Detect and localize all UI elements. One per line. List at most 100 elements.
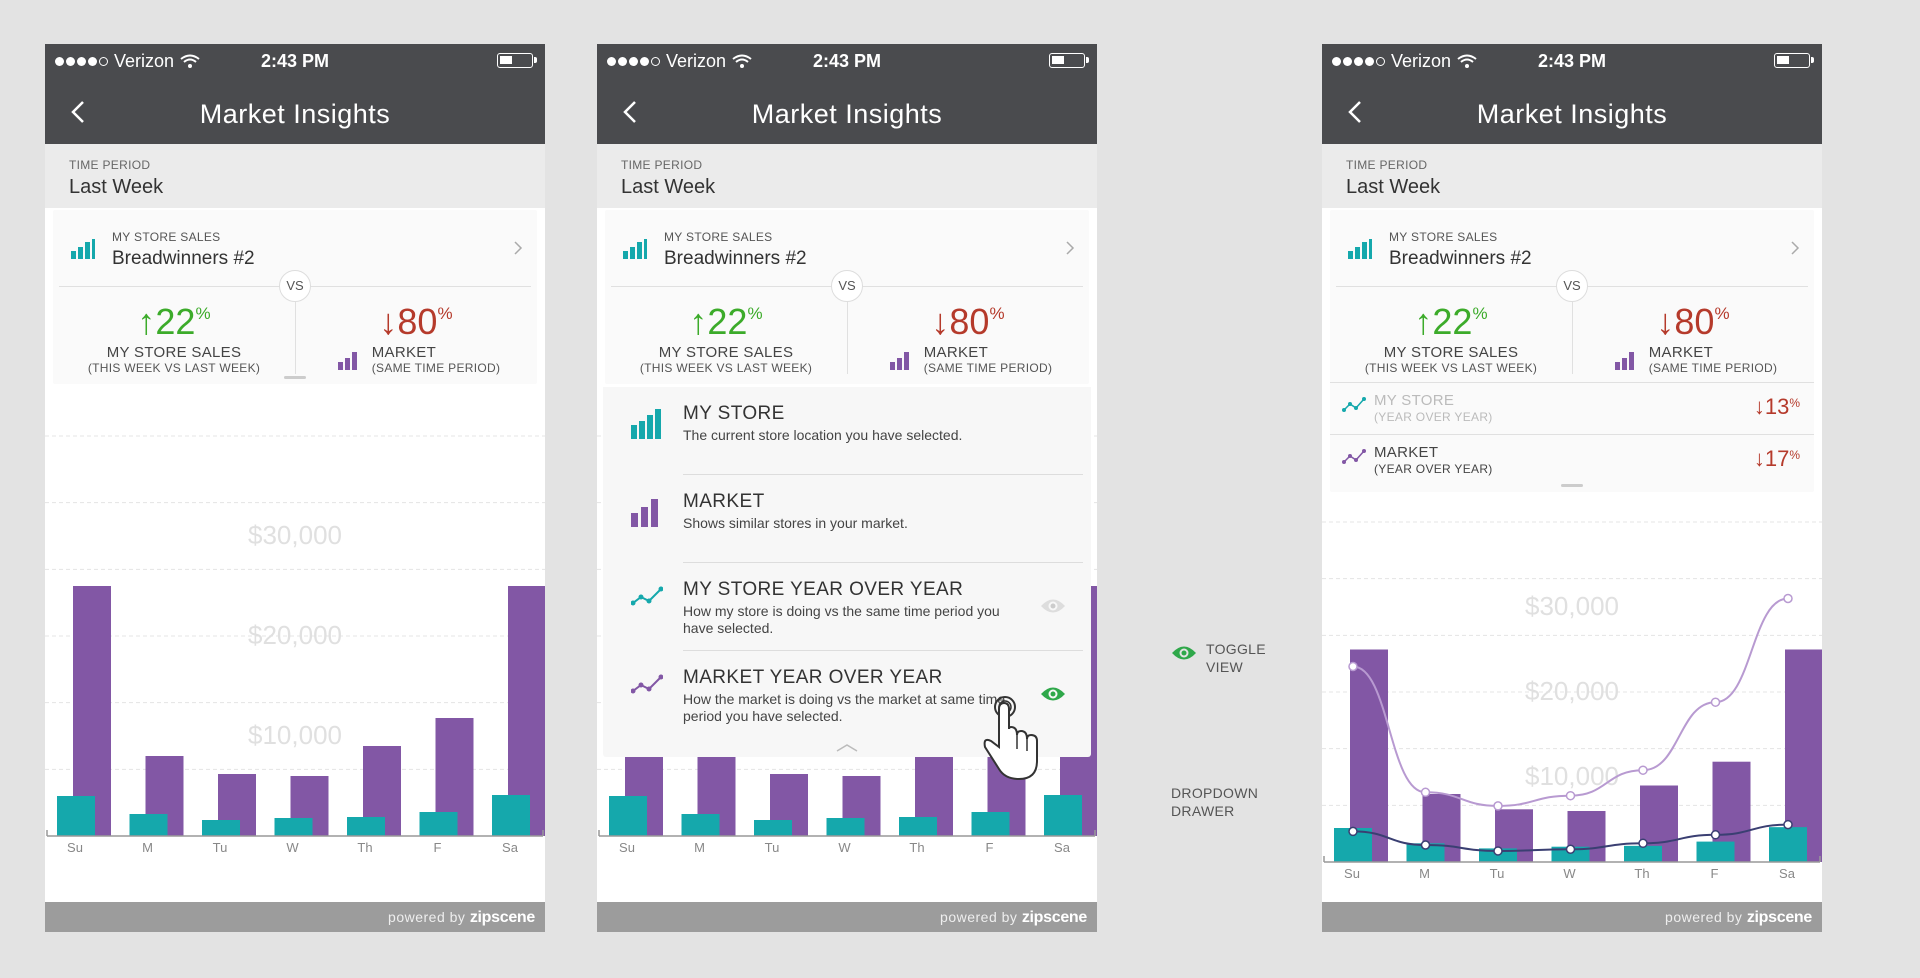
store-sales-metric-sub: (THIS WEEK VS LAST WEEK) [639,361,813,375]
chevron-up-icon[interactable] [835,743,859,753]
store-bar [1044,795,1082,836]
x-tick-label: Su [67,840,83,855]
store-bars-icon [1348,239,1372,259]
x-tick-label: M [1419,866,1430,881]
sales-bar-chart: $10,000 $20,000 $30,000 Su M Tu W Th F Sa [45,435,545,855]
store-trend-line-icon [1342,397,1366,412]
y-tick-label: $20,000 [1525,676,1619,706]
chevron-right-icon [1066,241,1075,255]
x-tick-label: Tu [1490,866,1505,881]
wifi-icon [732,54,752,68]
market-bar [508,586,545,836]
nav-bar: Market Insights [597,78,1097,144]
market-yoy-line-point [1710,697,1721,707]
drawer-item-my-store[interactable]: MY STORE The current store location you … [603,387,1091,475]
eye-toggle-on-icon[interactable] [1039,685,1067,703]
sales-bar-chart-with-yoy: $10,000 $20,000 $30,000 Su M Tu W Th F Sa [1322,521,1822,881]
yoy-row-my-store[interactable]: MY STORE (YEAR OVER YEAR) ↓13% [1330,382,1814,434]
time-period-value: Last Week [621,176,716,198]
market-yoy-line-point [1565,790,1576,801]
back-arrow-icon[interactable] [67,98,91,126]
drawer-handle[interactable] [284,376,306,379]
store-bar [754,820,792,836]
back-arrow-icon[interactable] [619,98,643,126]
store-sales-metric: ↑22% MY STORE SALES (THIS WEEK VS LAST W… [605,302,847,376]
drawer-item-market-yoy[interactable]: MARKET YEAR OVER YEAR How the market is … [603,651,1091,739]
store-bar [1624,845,1662,862]
eye-toggle-off-icon[interactable] [1039,597,1067,615]
y-tick-label: $10,000 [1525,761,1619,791]
market-metric: ↓80% MARKET (SAME TIME PERIOD) [847,302,1089,377]
x-tick-label: Tu [765,840,780,855]
store-yoy-line-point [1348,826,1358,837]
drawer-handle[interactable] [1561,484,1583,487]
time-period-selector[interactable]: TIME PERIOD Last Week [45,144,545,208]
x-tick-label: Th [357,840,372,855]
x-tick-label: Th [1634,866,1649,881]
drawer-item-title: MY STORE [683,403,785,424]
x-tick-label: W [1563,866,1576,881]
store-sales-metric-sub: (THIS WEEK VS LAST WEEK) [87,361,261,375]
status-bar: Verizon 2:43 PM [45,44,545,78]
store-sales-metric: ↑22% MY STORE SALES (THIS WEEK VS LAST W… [53,302,295,376]
store-selector[interactable]: MY STORE SALES Breadwinners #2 [53,210,537,286]
store-selector[interactable]: MY STORE SALES Breadwinners #2 [605,210,1089,286]
vs-badge: VS [1556,270,1588,302]
y-tick-label: $10,000 [248,720,342,750]
y-tick-label: $30,000 [248,520,342,550]
store-name: Breadwinners #2 [1389,248,1532,269]
store-bar [826,818,865,836]
market-metric-sub: (SAME TIME PERIOD) [1648,361,1778,375]
sales-summary-card: MY STORE SALES Breadwinners #2 VS ↑22% M… [605,210,1089,384]
battery-icon [1049,53,1089,68]
page-title: Market Insights [1476,99,1668,129]
carrier-label: Verizon [114,51,175,71]
back-arrow-icon[interactable] [1344,98,1368,126]
market-pct: ↓80 [931,301,990,342]
x-tick-label: M [694,840,705,855]
drawer-item-market[interactable]: MARKET Shows similar stores in your mark… [603,475,1091,563]
vs-badge: VS [279,270,311,302]
store-bar [129,814,168,836]
market-metric-label: MARKET [923,344,989,361]
store-bar [419,812,458,836]
chevron-right-icon [514,241,523,255]
signal-icon [607,57,660,66]
market-metric-sub: (SAME TIME PERIOD) [371,361,501,375]
market-trend-line-icon [631,674,663,694]
yoy-row-market[interactable]: MARKET (YEAR OVER YEAR) ↓17% [1330,434,1814,486]
time-period-label: TIME PERIOD [1346,158,1428,172]
drawer-item-title: MY STORE YEAR OVER YEAR [683,579,964,600]
status-time: 2:43 PM [1537,51,1607,71]
market-metric: ↓80% MARKET (SAME TIME PERIOD) [295,302,537,377]
market-yoy-line-point [1638,765,1648,775]
nav-bar: Market Insights [45,78,545,144]
store-selector[interactable]: MY STORE SALES Breadwinners #2 [1330,210,1814,286]
time-period-selector[interactable]: TIME PERIOD Last Week [597,144,1097,208]
carrier-label: Verizon [1391,51,1452,71]
market-trend-line-icon [1342,449,1366,464]
annotation-dropdown-drawer: DROPDOWN DRAWER [1171,785,1259,819]
store-yoy-line-point [1565,844,1576,854]
store-name: Breadwinners #2 [112,248,255,269]
time-period-selector[interactable]: TIME PERIOD Last Week [1322,144,1822,208]
store-bar [202,820,240,836]
drawer-item-store-yoy[interactable]: MY STORE YEAR OVER YEAR How my store is … [603,563,1091,651]
store-bars-icon [71,239,95,259]
wifi-icon [180,54,200,68]
nav-bar: Market Insights [1322,78,1822,144]
store-name: Breadwinners #2 [664,248,807,269]
store-sales-pct: ↑22 [1414,301,1473,342]
sales-summary-card: MY STORE SALES Breadwinners #2 VS ↑22% M… [1330,210,1814,492]
store-bar [57,796,95,836]
eye-toggle-legend-icon [1172,646,1196,660]
zipscene-logo: zipscene [1746,909,1812,926]
annotation-toggle-view: TOGGLE VIEW [1206,641,1266,675]
x-tick-label: Su [619,840,635,855]
yoy-market-desc: (YEAR OVER YEAR) [1374,462,1493,476]
store-bar [1769,827,1807,862]
market-metric: ↓80% MARKET (SAME TIME PERIOD) [1572,302,1814,377]
dropdown-drawer: MY STORE The current store location you … [603,387,1091,781]
battery-icon [1774,53,1814,68]
market-pct: ↓80 [379,301,438,342]
